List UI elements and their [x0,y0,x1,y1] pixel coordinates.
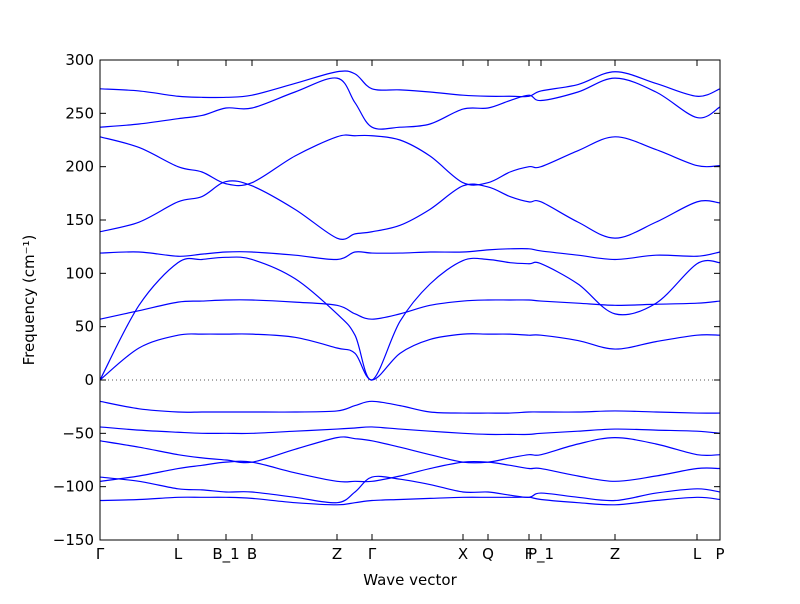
y-tick-label: 100 [65,264,94,282]
x-tick-label: L [693,545,702,563]
x-tick-label: B [247,545,257,563]
x-tick-label: Γ [96,545,105,563]
x-tick-label: Z [610,545,620,563]
x-tick-label: Z [332,545,342,563]
x-tick-label: Q [482,545,494,563]
band-line [99,436,721,464]
y-tick-label: 0 [84,371,94,389]
x-tick-label: P_1 [528,545,554,564]
band-line [99,460,721,483]
band-line [99,70,721,99]
band-line [99,475,721,504]
y-tick-label: 300 [65,51,94,69]
x-tick-label: P [715,545,724,563]
y-axis-label: Frequency (cm⁻¹) [20,235,38,366]
band-line [99,426,721,436]
band-line [99,180,721,240]
y-tick-label: −150 [53,531,94,549]
y-tick-label: 50 [75,318,94,336]
band-line [99,77,721,130]
band-line [99,496,721,506]
band-line [99,256,721,381]
plot-frame [99,59,721,541]
x-tick-label: Γ [368,545,377,563]
x-tick-label: X [458,545,468,563]
band-line [99,247,721,261]
band-line [99,134,721,187]
band-line [99,299,721,320]
y-tick-label: 250 [65,104,94,122]
band-line [99,333,721,381]
band-line [99,400,721,414]
plot-area [99,70,721,506]
y-tick-label: 150 [65,211,94,229]
x-tick-label: L [174,545,183,563]
x-tick-label: B_1 [212,545,239,564]
x-axis-label: Wave vector [363,571,457,589]
y-tick-label: −50 [62,424,94,442]
y-tick-label: −100 [53,478,94,496]
x-tick-label: F [525,545,534,563]
y-tick-label: 200 [65,158,94,176]
